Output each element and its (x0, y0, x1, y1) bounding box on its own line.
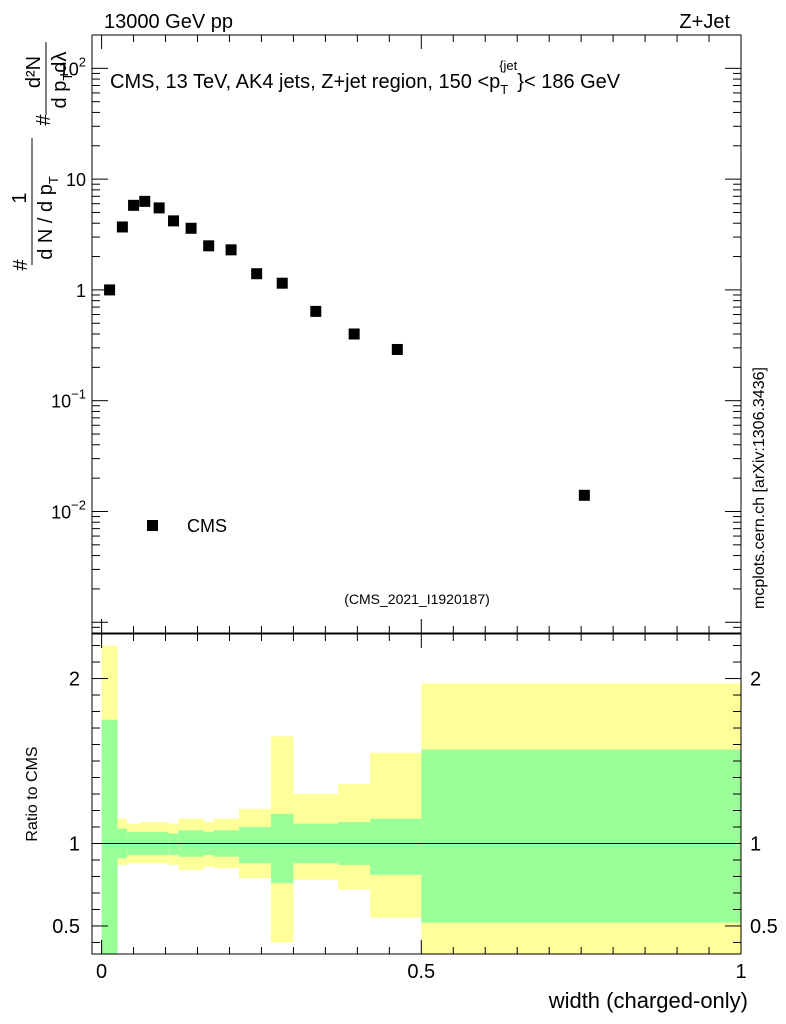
data-point-8 (225, 244, 237, 256)
ratio-y-tick-labels: 0.5 0.5 1 1 2 2 (52, 669, 778, 938)
main-axis-ticks (92, 34, 742, 634)
chart-title-sup: {jet (499, 58, 517, 73)
main-y-tick-base: 10 (51, 502, 71, 522)
analysis-watermark: (CMS_2021_I1920187) (344, 591, 490, 607)
main-y-tick-label-0: 10−2 (51, 497, 86, 522)
side-label: mcplots.cern.ch [arXiv:1306.3436] (751, 367, 768, 609)
ylabel-frac2-den-sub: T (60, 73, 75, 81)
ratio-axis-ticks (92, 634, 742, 954)
main-plot-frame (91, 34, 742, 634)
ratio-y-axis-label: Ratio to CMS (24, 746, 41, 841)
data-markers (104, 195, 590, 501)
ylabel-frac2-num: d²N (23, 56, 45, 88)
ratio-stat-band-14 (421, 749, 741, 923)
chart-title-pre: CMS, 13 TeV, AK4 jets, Z+jet region, 150… (110, 71, 500, 93)
ratio-y-tick-label-0: 0.5 (52, 916, 80, 938)
legend-marker-cms (147, 520, 158, 531)
main-y-tick-label-3: 10 (66, 170, 86, 190)
main-y-tick-base: 10 (66, 170, 86, 190)
main-y-tick-base: 10 (51, 392, 71, 412)
ratio-y-tick-label-1: 1 (69, 833, 80, 855)
main-y-tick-exp: −1 (71, 387, 86, 402)
ylabel-frac1-num: 1 (9, 192, 31, 203)
chart-title: CMS, 13 TeV, AK4 jets, Z+jet region, 150… (110, 58, 621, 97)
data-point-6 (185, 222, 197, 234)
chart-title-sub: T (500, 82, 508, 97)
ylabel-frac1-den-sub: T (46, 176, 61, 184)
ratio-y-tick-label-right-1: 1 (750, 833, 761, 855)
main-y-tick-base: 1 (76, 281, 86, 301)
x-tick-label-1: 0.5 (407, 961, 435, 983)
ratio-stat-band-5 (168, 833, 179, 856)
ylabel-frac1-den-main: d N / d p (35, 184, 57, 260)
ratio-stat-band-13 (370, 818, 422, 875)
data-point-4 (153, 202, 165, 214)
x-axis-label: width (charged-only) (548, 988, 748, 1013)
ratio-stat-band-10 (271, 813, 294, 884)
header-right: Z+Jet (679, 11, 730, 33)
data-point-7 (203, 240, 215, 252)
chart-title-post: }< 186 GeV (517, 71, 621, 93)
main-y-tick-exp: 2 (79, 54, 86, 69)
ylabel-frac2-den: d pTdλ (49, 52, 75, 109)
ylabel-frac1-den: d N / d pT (35, 176, 61, 260)
ylabel-frac2-den-tail: dλ (49, 52, 71, 73)
ylabel-hash2: # (33, 114, 55, 126)
legend-label-cms: CMS (187, 516, 227, 536)
data-point-5 (168, 215, 180, 227)
ratio-bands (101, 645, 741, 954)
x-tick-label-0: 0 (96, 961, 107, 983)
ratio-y-tick-label-right-0: 0.5 (750, 916, 778, 938)
data-point-3 (139, 195, 151, 207)
data-point-14 (578, 489, 590, 501)
data-point-9 (251, 268, 263, 280)
main-y-axis-label: # 1 d N / d pT # d²N d pTdλ (9, 42, 75, 271)
main-y-tick-exp: −2 (71, 497, 86, 512)
ratio-y-tick-label-right-2: 2 (750, 669, 761, 691)
x-tick-label-2: 1 (735, 961, 746, 983)
ratio-stat-band-0 (101, 719, 118, 954)
ratio-stat-band-9 (239, 826, 272, 864)
main-y-tick-label-1: 10−1 (51, 387, 86, 412)
main-y-tick-base: 10 (59, 59, 79, 79)
data-point-11 (310, 305, 322, 317)
header-left: 13000 GeV pp (104, 11, 233, 33)
ylabel-hash1: # (10, 259, 32, 271)
data-point-2 (128, 199, 140, 211)
data-point-1 (116, 221, 128, 233)
data-point-0 (104, 284, 116, 296)
ratio-x-tick-labels: 0 0.5 1 (96, 961, 747, 983)
main-y-tick-label-4: 102 (59, 54, 86, 79)
data-point-13 (391, 343, 403, 355)
data-point-10 (276, 277, 288, 289)
data-point-12 (348, 328, 360, 340)
ratio-y-tick-label-2: 2 (69, 669, 80, 691)
main-y-tick-label-2: 1 (76, 281, 86, 301)
ylabel-frac2-den-main: d p (49, 81, 71, 109)
